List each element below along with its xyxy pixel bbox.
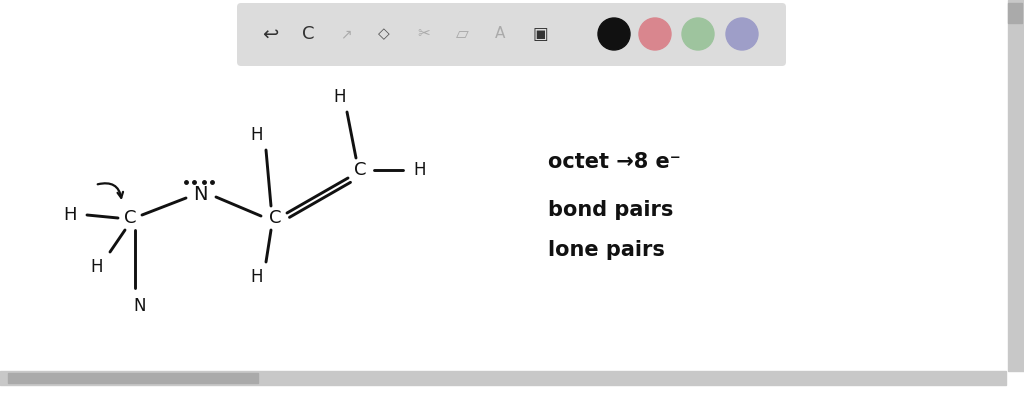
Text: H: H: [63, 206, 77, 224]
Bar: [8, 373, 258, 383]
Circle shape: [639, 18, 671, 50]
Circle shape: [726, 18, 758, 50]
Text: H: H: [251, 268, 263, 286]
Text: C: C: [268, 209, 282, 227]
Bar: [1008, 0, 1024, 371]
Text: H: H: [334, 88, 346, 106]
Text: N: N: [193, 185, 207, 204]
Text: octet →8 e⁻: octet →8 e⁻: [548, 152, 681, 172]
Circle shape: [682, 18, 714, 50]
Bar: [1008, 3, 1022, 23]
Text: ▣: ▣: [532, 25, 548, 43]
Text: ↗: ↗: [340, 27, 352, 41]
Text: C: C: [124, 209, 136, 227]
FancyBboxPatch shape: [237, 3, 786, 66]
Text: H: H: [251, 126, 263, 144]
Text: ✂: ✂: [418, 27, 430, 42]
Circle shape: [598, 18, 630, 50]
Text: H: H: [91, 258, 103, 276]
Text: bond pairs: bond pairs: [548, 200, 674, 220]
Text: lone pairs: lone pairs: [548, 240, 665, 260]
Text: C: C: [353, 161, 367, 179]
Text: ▱: ▱: [456, 25, 468, 43]
Bar: [0, 371, 1006, 385]
Text: A: A: [495, 27, 505, 42]
Text: ◇: ◇: [378, 27, 390, 42]
Text: ↩: ↩: [262, 25, 279, 44]
Text: N: N: [134, 297, 146, 315]
Text: H: H: [414, 161, 426, 179]
Text: C: C: [302, 25, 314, 43]
